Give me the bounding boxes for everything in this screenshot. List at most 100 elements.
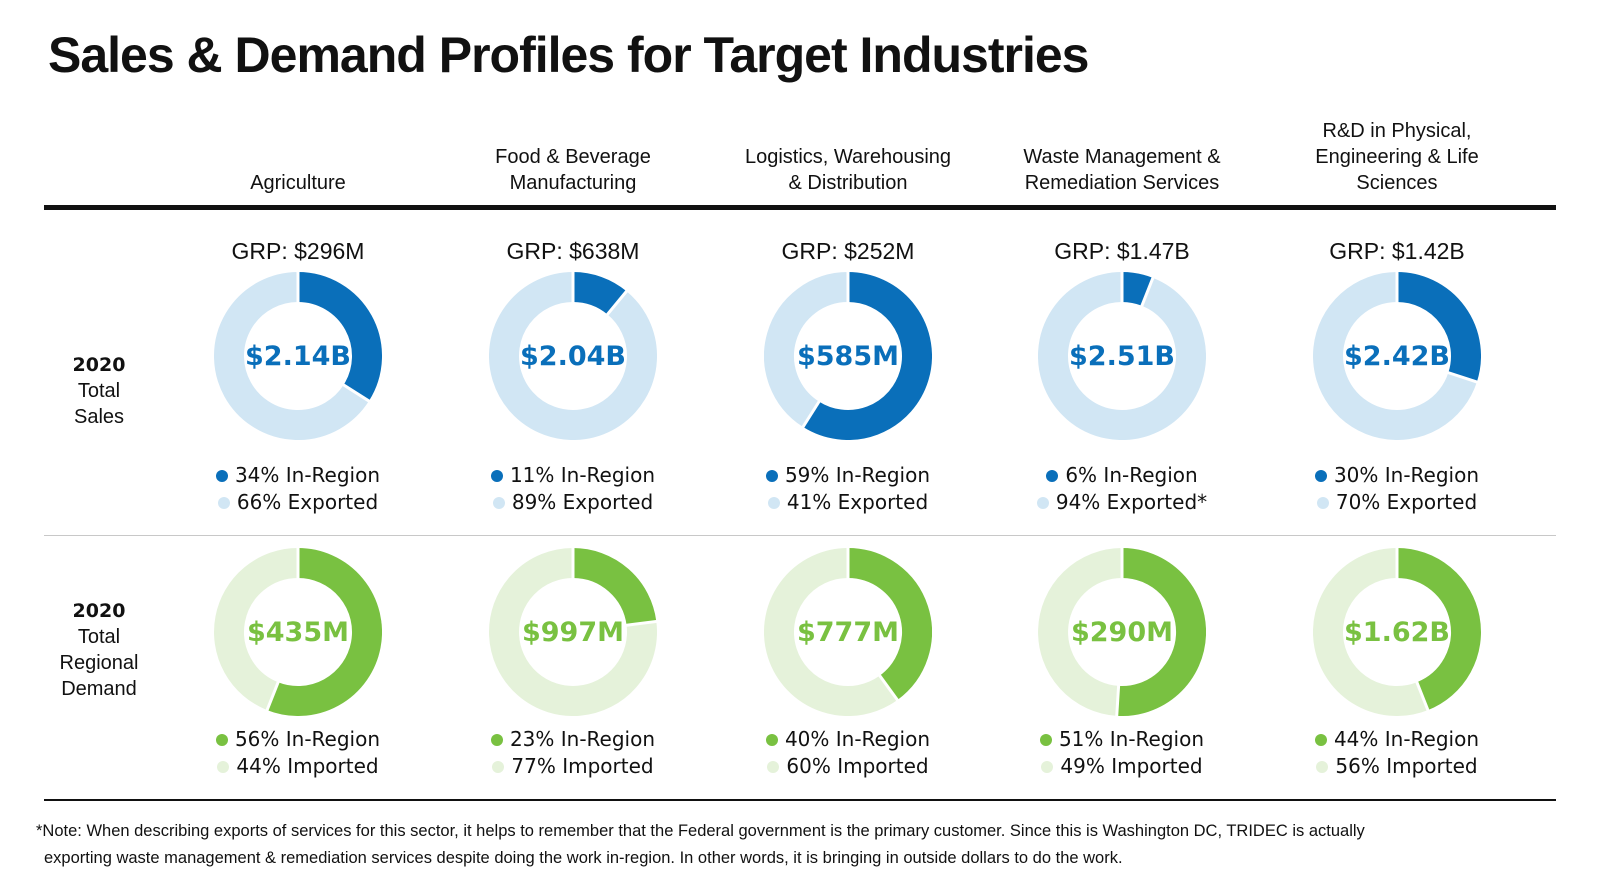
demand-slice-outside-0: [214, 548, 299, 711]
demand-legend-in-region-0: 56% In-Region: [178, 726, 418, 753]
column-header-line-2-0: Logistics, Warehousing: [744, 146, 952, 168]
demand-legend-outside-3: 49% Imported: [1002, 753, 1242, 780]
demand-legend-label-outside-4: 56% Imported: [1335, 754, 1478, 778]
demand-legend-label-outside-1: 77% Imported: [511, 754, 654, 778]
sales-slice-separator-3-1: [1140, 276, 1155, 308]
sales-legend-label-in-region-3: 6% In-Region: [1065, 463, 1198, 487]
demand-legend-3: 51% In-Region 49% Imported: [1002, 726, 1242, 780]
demand-legend-in-region-4: 44% In-Region: [1277, 726, 1517, 753]
column-header-1: Food & Beverage Manufacturing: [453, 110, 693, 196]
demand-donut-svg-2: [764, 548, 932, 716]
sales-legend-2: 59% In-Region 41% Exported: [728, 462, 968, 516]
grp-label-3: GRP: $1.47B: [1054, 238, 1190, 264]
demand-legend-label-outside-2: 60% Imported: [786, 754, 929, 778]
column-header-line-0-0: Agriculture: [250, 172, 346, 194]
demand-total-value-0: $435M: [246, 616, 349, 648]
sales-legend-4: 30% In-Region 70% Exported: [1277, 462, 1517, 516]
row-label-sales-line2: Sales: [73, 406, 125, 428]
sales-slice-separator-4-1: [1446, 370, 1479, 384]
sales-legend-1: 11% In-Region 89% Exported: [453, 462, 693, 516]
sales-donut-svg-0: [214, 272, 382, 440]
sales-total-value-0: $2.14B: [245, 340, 351, 372]
demand-slice-in-region-4: [1396, 548, 1481, 711]
demand-total-value-3: $290M: [1070, 616, 1173, 648]
column-header-text-0: Agriculture: [250, 170, 346, 196]
demand-legend-dot-in-region-1: [490, 733, 503, 746]
demand-legend-dot-outside-4: [1316, 760, 1329, 773]
header-divider: [44, 205, 1556, 210]
sales-legend-dot-outside-1: [492, 496, 505, 509]
column-header-line-1-0: Food & Beverage: [495, 146, 651, 168]
footnote-line-2: exporting waste management & remediation…: [44, 849, 1123, 867]
demand-legend-label-in-region-2: 40% In-Region: [784, 727, 931, 751]
sales-legend-label-outside-3: 94% Exported*: [1055, 490, 1208, 514]
sales-total-value-4: $2.42B: [1344, 340, 1450, 372]
sales-donut-3: $2.51B: [1038, 272, 1206, 440]
row-label-sales-year: 2020: [72, 354, 126, 376]
demand-donut-svg-4: [1313, 548, 1481, 716]
sales-donut-svg-3: [1038, 272, 1206, 440]
sales-donut-4: $2.42B: [1313, 272, 1481, 440]
column-header-line-2-1: & Distribution: [788, 172, 908, 194]
sales-donut-0: $2.14B: [214, 272, 382, 440]
demand-slice-outside-3: [1038, 548, 1123, 716]
sales-total-value-2: $585M: [796, 340, 899, 372]
sales-legend-0: 34% In-Region 66% Exported: [178, 462, 418, 516]
sales-total-value-3: $2.51B: [1069, 340, 1175, 372]
sales-legend-dot-outside-0: [217, 496, 230, 509]
sales-legend-label-in-region-1: 11% In-Region: [509, 463, 656, 487]
row-label-demand-line3: Demand: [61, 678, 137, 700]
sales-legend-outside-4: 70% Exported: [1277, 489, 1517, 516]
column-header-line-4-0: R&D in Physical,: [1322, 120, 1472, 142]
footnote-line-1: *Note: When describing exports of servic…: [36, 822, 1365, 840]
sales-legend-dot-in-region-3: [1046, 469, 1059, 482]
sales-slice-separator-0-1: [341, 383, 371, 403]
sales-legend-label-outside-4: 70% Exported: [1335, 490, 1478, 514]
sales-legend-in-region-4: 30% In-Region: [1277, 462, 1517, 489]
demand-legend-outside-1: 77% Imported: [453, 753, 693, 780]
sales-donut-svg-4: [1313, 272, 1481, 440]
sales-slice-outside-2: [764, 272, 849, 427]
demand-legend-0: 56% In-Region 44% Imported: [178, 726, 418, 780]
sales-legend-label-in-region-4: 30% In-Region: [1333, 463, 1480, 487]
sales-slice-in-region-4: [1396, 272, 1481, 382]
grp-label-2: GRP: $252M: [781, 238, 915, 264]
demand-slice-separator-3-1: [1115, 684, 1121, 716]
sales-slice-separator-2-1: [801, 399, 821, 429]
page-title: Sales & Demand Profiles for Target Indus…: [48, 27, 1089, 83]
sales-slice-outside-1: [489, 272, 657, 440]
demand-slice-separator-2-1: [877, 673, 900, 702]
demand-donut-svg-3: [1038, 548, 1206, 716]
grp-label-0: GRP: $296M: [231, 238, 365, 264]
sales-legend-3: 6% In-Region 94% Exported*: [1002, 462, 1242, 516]
sales-slice-outside-0: [214, 272, 369, 440]
sales-slice-in-region-1: [572, 272, 627, 315]
grp-label-4: GRP: $1.42B: [1329, 238, 1465, 264]
demand-legend-dot-outside-2: [767, 760, 780, 773]
sales-slice-outside-4: [1313, 272, 1477, 440]
demand-legend-in-region-3: 51% In-Region: [1002, 726, 1242, 753]
demand-legend-dot-in-region-4: [1314, 733, 1327, 746]
sales-legend-dot-in-region-0: [215, 469, 228, 482]
sales-legend-outside-1: 89% Exported: [453, 489, 693, 516]
demand-legend-dot-outside-1: [492, 760, 505, 773]
demand-legend-label-in-region-1: 23% In-Region: [509, 727, 656, 751]
row-label-demand-line2: Regional: [59, 652, 139, 674]
sales-legend-dot-outside-3: [1036, 496, 1049, 509]
demand-total-value-2: $777M: [796, 616, 899, 648]
sales-legend-label-outside-1: 89% Exported: [511, 490, 654, 514]
grp-label-1: GRP: $638M: [506, 238, 640, 264]
sales-donut-2: $585M: [764, 272, 932, 440]
demand-donut-2: $777M: [764, 548, 932, 716]
demand-donut-0: $435M: [214, 548, 382, 716]
sales-slice-in-region-0: [297, 272, 382, 401]
sales-legend-dot-in-region-2: [765, 469, 778, 482]
demand-legend-label-in-region-3: 51% In-Region: [1058, 727, 1205, 751]
demand-total-value-1: $997M: [521, 616, 624, 648]
column-header-text-1: Food & Beverage Manufacturing: [495, 144, 651, 196]
sales-legend-dot-outside-2: [767, 496, 780, 509]
column-header-line-1-1: Manufacturing: [509, 172, 637, 194]
column-header-line-4-1: Engineering & Life: [1315, 146, 1479, 168]
column-header-2: Logistics, Warehousing & Distribution: [728, 110, 968, 196]
column-header-line-3-1: Remediation Services: [1024, 172, 1220, 194]
